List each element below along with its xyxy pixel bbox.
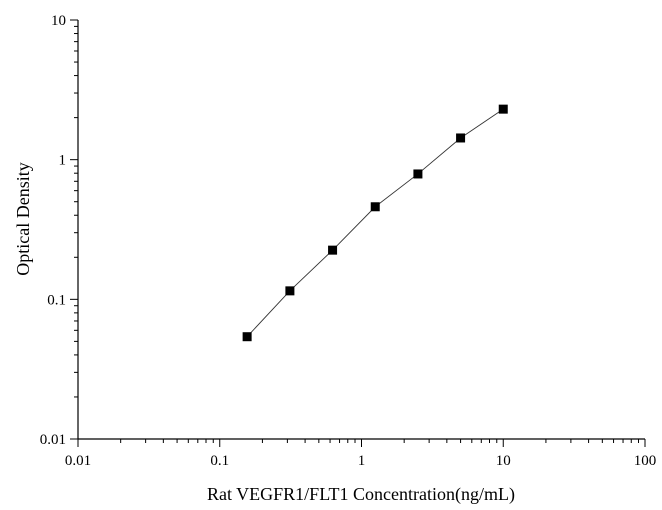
data-point	[498, 104, 508, 114]
x-tick-label: 0.01	[65, 453, 91, 469]
x-tick-label: 100	[634, 453, 657, 469]
x-axis-title: Rat VEGFR1/FLT1 Concentration(ng/mL)	[207, 484, 515, 505]
x-tick-label: 1	[358, 453, 366, 469]
x-tick-label: 0.1	[210, 453, 229, 469]
data-point	[242, 332, 252, 342]
data-point	[413, 169, 423, 179]
series	[242, 104, 508, 342]
axes	[77, 20, 645, 440]
y-axis-title: Optical Density	[13, 162, 33, 275]
y-tick-label: 1	[59, 153, 67, 169]
series-line	[246, 108, 504, 338]
y-tick-label: 0.01	[40, 432, 66, 448]
data-point	[285, 286, 295, 296]
ticks: 0.01 0.1 1 10 100 0.01 0.1 1 10	[40, 13, 657, 469]
data-point	[328, 245, 338, 255]
data-point	[370, 202, 380, 212]
data-point	[456, 133, 466, 143]
y-tick-label: 0.1	[47, 292, 66, 308]
y-tick-label: 10	[51, 13, 66, 29]
x-tick-label: 10	[496, 453, 511, 469]
